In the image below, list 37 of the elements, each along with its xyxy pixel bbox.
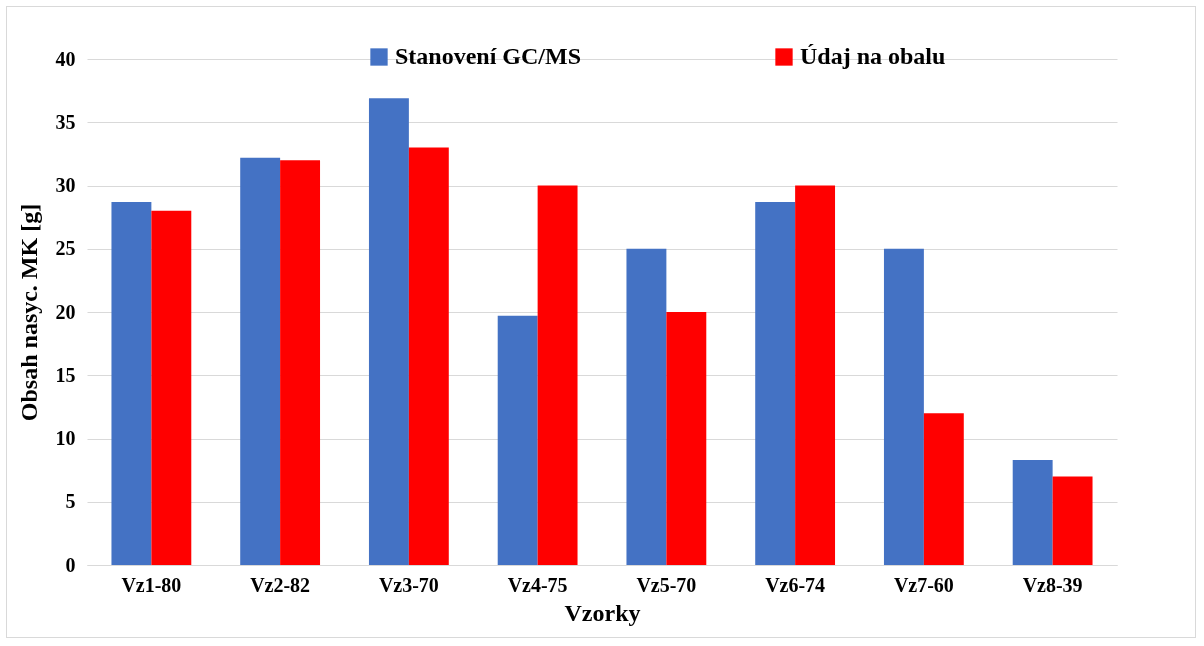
bar (408, 147, 449, 565)
bar (883, 248, 924, 565)
bar (111, 201, 152, 565)
y-tick-label: 20 (55, 300, 76, 323)
bar (1012, 460, 1053, 565)
legend-label: Údaj na obalu (800, 43, 946, 69)
bar (755, 201, 796, 565)
bar (923, 413, 964, 565)
bar (368, 98, 409, 565)
bar (240, 157, 281, 565)
y-tick-label: 25 (55, 237, 76, 260)
x-tick-label: Vz3-70 (378, 573, 439, 596)
x-axis-title: Vzorky (564, 599, 641, 626)
y-tick-label: 35 (55, 110, 76, 133)
bar (280, 160, 321, 565)
x-tick-label: Vz2-82 (250, 573, 311, 596)
x-tick-label: Vz6-74 (765, 573, 826, 596)
x-tick-label: Vz4-75 (507, 573, 568, 596)
y-tick-label: 10 (55, 427, 76, 449)
y-tick-label: 40 (55, 47, 76, 70)
x-tick-label: Vz8-39 (1022, 573, 1083, 596)
x-tick-label: Vz7-60 (893, 573, 954, 596)
y-tick-label: 15 (55, 363, 76, 386)
bar (666, 312, 707, 565)
y-tick-label: 30 (55, 174, 76, 196)
x-tick-label: Vz1-80 (121, 573, 182, 596)
bar (626, 248, 667, 565)
x-tick-label: Vz5-70 (636, 573, 697, 596)
bar (537, 185, 578, 565)
bar (1052, 476, 1093, 565)
legend-label: Stanovení GC/MS (395, 43, 582, 69)
y-axis-title: Obsah nasyc. MK [g] (15, 203, 42, 422)
bar (151, 210, 192, 565)
y-tick-label: 5 (65, 490, 76, 513)
y-tick-label: 0 (65, 553, 76, 576)
bar (795, 185, 836, 565)
bar (497, 315, 538, 565)
